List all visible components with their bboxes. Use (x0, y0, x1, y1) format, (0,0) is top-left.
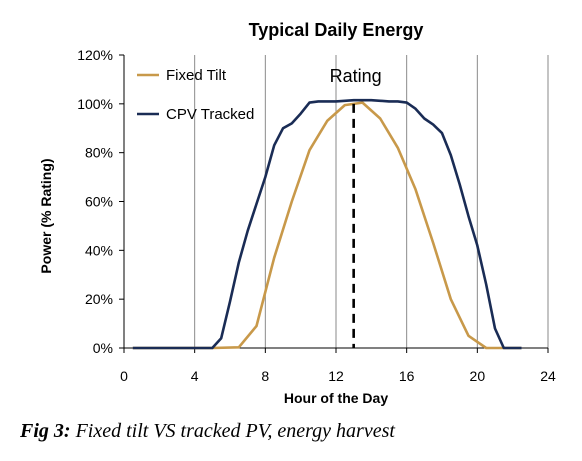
x-tick-label: 8 (261, 368, 269, 384)
x-tick-label: 12 (328, 368, 344, 384)
rating-annotation: Rating (330, 66, 382, 348)
axes: 0% 20% 40% 60% 80% 100% 120% 0 4 8 12 16 20 24 (77, 47, 556, 384)
x-tick-label: 0 (120, 368, 128, 384)
y-tick-label: 60% (85, 194, 113, 210)
x-axis-label: Hour of the Day (284, 390, 388, 406)
y-tick-label: 0% (93, 340, 113, 356)
y-tick-label: 20% (85, 291, 113, 307)
y-tick-label: 40% (85, 242, 113, 258)
y-tick-label: 80% (85, 145, 113, 161)
legend-label: CPV Tracked (166, 106, 254, 123)
y-axis-label: Power (% Rating) (38, 158, 54, 273)
legend: Fixed Tilt CPV Tracked (137, 67, 254, 123)
x-tick-label: 24 (540, 368, 556, 384)
series-line-fixed-tilt (132, 101, 522, 350)
legend-label: Fixed Tilt (166, 67, 227, 84)
daily-energy-chart: Typical Daily Energy 0% 20% 40% 60% 80% 100% 1… (38, 20, 556, 406)
x-tick-label: 4 (191, 368, 199, 384)
chart-title: Typical Daily Energy (249, 20, 424, 40)
series-line-cpv-tracked (132, 98, 522, 350)
caption-lead: Fig 3: (20, 420, 71, 442)
series-lines (132, 98, 522, 350)
caption-text: Fixed tilt VS tracked PV, energy harvest (70, 420, 395, 442)
x-tick-label: 16 (399, 368, 415, 384)
x-tick-label: 20 (470, 368, 486, 384)
rating-label: Rating (330, 66, 382, 86)
y-tick-label: 120% (77, 47, 113, 63)
figure-caption: Fig 3: Fixed tilt VS tracked PV, energy … (20, 420, 395, 443)
y-tick-label: 100% (77, 96, 113, 112)
